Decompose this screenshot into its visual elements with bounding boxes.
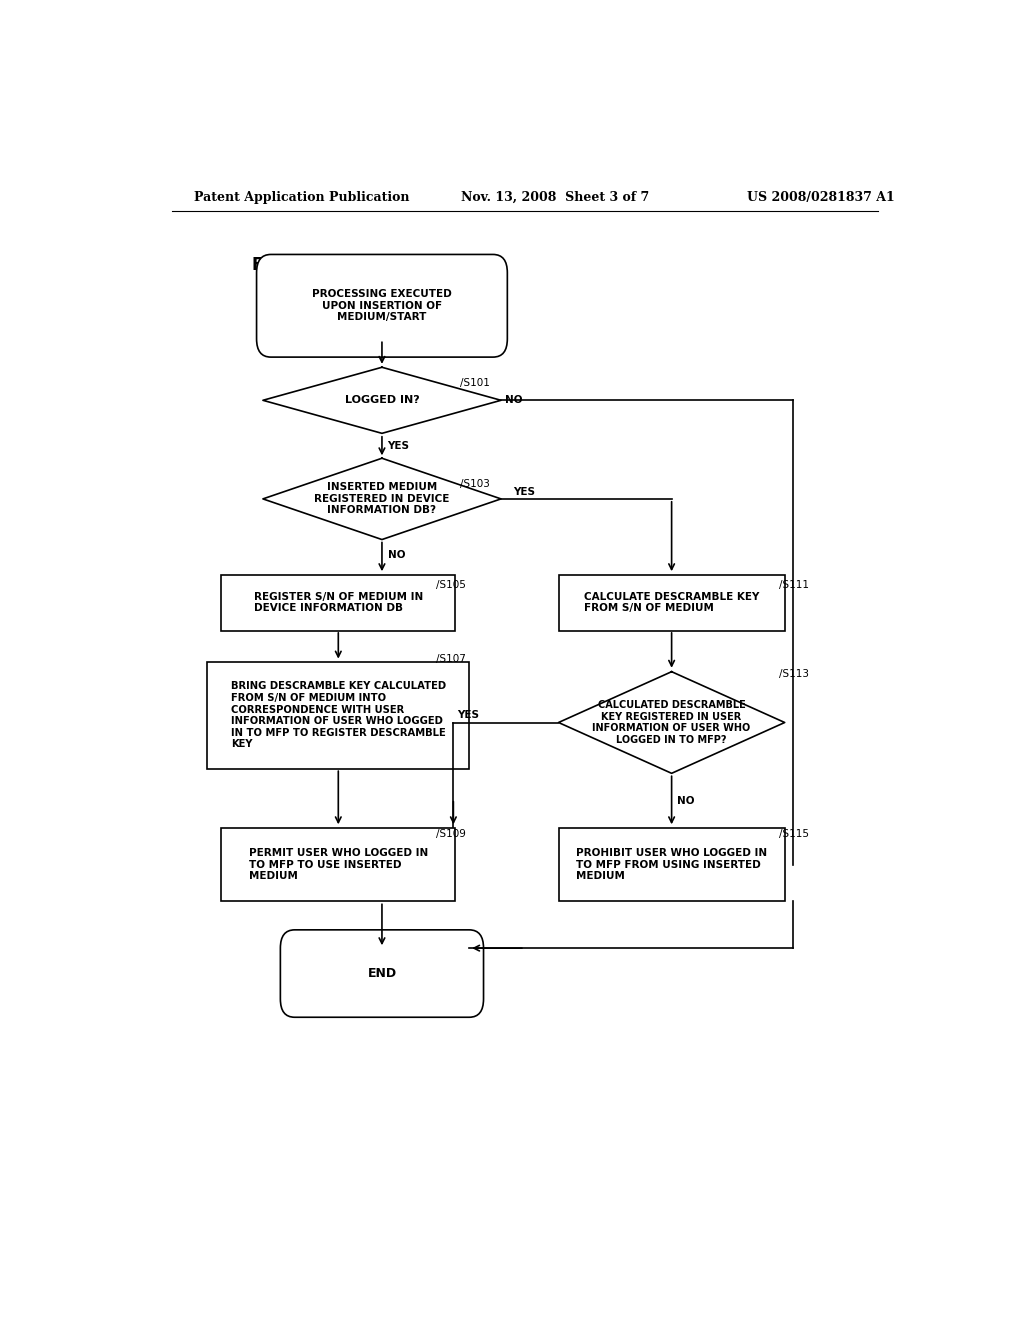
Bar bbox=[221, 828, 456, 902]
Text: CALCULATED DESCRAMBLE
KEY REGISTERED IN USER
INFORMATION OF USER WHO
LOGGED IN T: CALCULATED DESCRAMBLE KEY REGISTERED IN … bbox=[593, 700, 751, 744]
Polygon shape bbox=[263, 367, 501, 433]
FancyBboxPatch shape bbox=[257, 255, 507, 358]
Text: /S105: /S105 bbox=[436, 581, 466, 590]
Text: NO: NO bbox=[505, 395, 522, 405]
Text: Patent Application Publication: Patent Application Publication bbox=[194, 190, 410, 203]
Text: CALCULATE DESCRAMBLE KEY
FROM S/N OF MEDIUM: CALCULATE DESCRAMBLE KEY FROM S/N OF MED… bbox=[584, 591, 760, 614]
Bar bbox=[221, 574, 456, 631]
Text: /S101: /S101 bbox=[460, 378, 489, 388]
Text: YES: YES bbox=[387, 441, 410, 451]
FancyBboxPatch shape bbox=[281, 929, 483, 1018]
Text: YES: YES bbox=[513, 487, 535, 496]
Text: PROCESSING EXECUTED
UPON INSERTION OF
MEDIUM/START: PROCESSING EXECUTED UPON INSERTION OF ME… bbox=[312, 289, 452, 322]
Text: /S109: /S109 bbox=[436, 829, 466, 840]
Text: /S115: /S115 bbox=[778, 829, 809, 840]
Bar bbox=[558, 574, 784, 631]
Text: BRING DESCRAMBLE KEY CALCULATED
FROM S/N OF MEDIUM INTO
CORRESPONDENCE WITH USER: BRING DESCRAMBLE KEY CALCULATED FROM S/N… bbox=[230, 681, 445, 750]
Text: LOGGED IN?: LOGGED IN? bbox=[345, 395, 419, 405]
Text: END: END bbox=[368, 968, 396, 979]
Text: /S103: /S103 bbox=[460, 479, 489, 488]
Text: US 2008/0281837 A1: US 2008/0281837 A1 bbox=[748, 190, 895, 203]
Text: PROHIBIT USER WHO LOGGED IN
TO MFP FROM USING INSERTED
MEDIUM: PROHIBIT USER WHO LOGGED IN TO MFP FROM … bbox=[577, 849, 767, 882]
Text: YES: YES bbox=[458, 710, 479, 721]
Text: NO: NO bbox=[677, 796, 694, 805]
Text: /S111: /S111 bbox=[778, 581, 809, 590]
Polygon shape bbox=[263, 458, 501, 540]
Text: /S107: /S107 bbox=[436, 655, 466, 664]
Bar bbox=[207, 663, 469, 768]
Text: INSERTED MEDIUM
REGISTERED IN DEVICE
INFORMATION DB?: INSERTED MEDIUM REGISTERED IN DEVICE INF… bbox=[314, 482, 450, 516]
Text: PERMIT USER WHO LOGGED IN
TO MFP TO USE INSERTED
MEDIUM: PERMIT USER WHO LOGGED IN TO MFP TO USE … bbox=[249, 849, 428, 882]
Text: Nov. 13, 2008  Sheet 3 of 7: Nov. 13, 2008 Sheet 3 of 7 bbox=[461, 190, 649, 203]
Bar bbox=[558, 828, 784, 902]
Text: NO: NO bbox=[387, 550, 406, 560]
Text: FIG.3: FIG.3 bbox=[251, 256, 300, 275]
Polygon shape bbox=[558, 672, 784, 774]
Text: /S113: /S113 bbox=[778, 669, 809, 678]
Text: REGISTER S/N OF MEDIUM IN
DEVICE INFORMATION DB: REGISTER S/N OF MEDIUM IN DEVICE INFORMA… bbox=[254, 591, 423, 614]
